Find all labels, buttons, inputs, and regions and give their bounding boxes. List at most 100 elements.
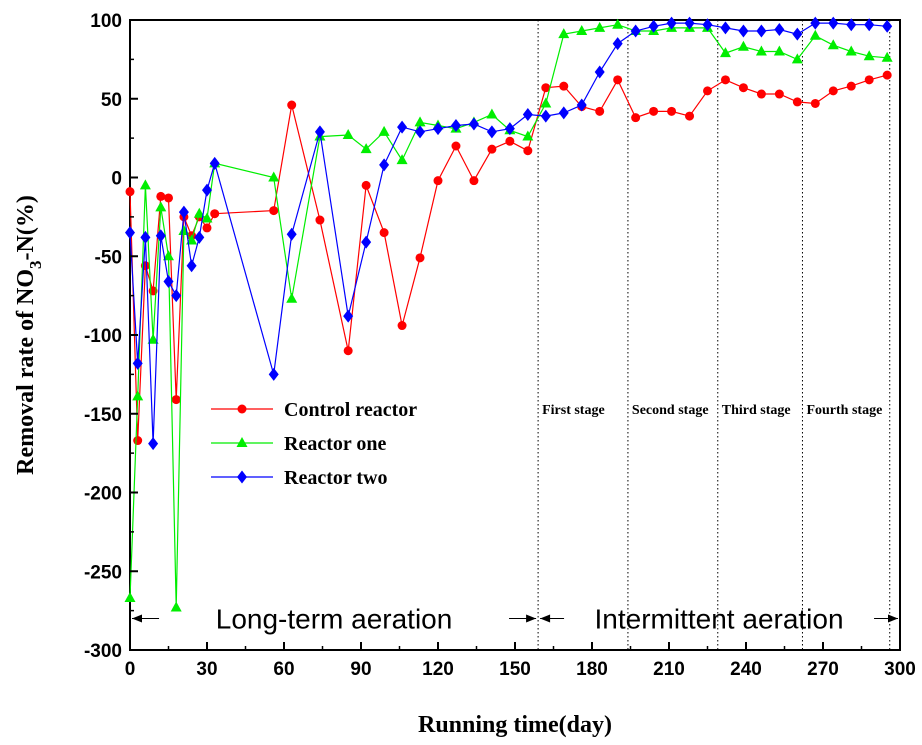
data-point <box>139 179 151 190</box>
data-point <box>613 75 623 85</box>
data-point <box>132 390 144 401</box>
data-point <box>486 125 497 139</box>
data-point <box>863 50 875 61</box>
data-point <box>774 89 784 99</box>
region-label: Long-term aeration <box>216 604 453 635</box>
y-tick-label: -100 <box>84 326 122 347</box>
data-point <box>576 98 587 112</box>
series-layer <box>124 16 893 612</box>
data-point <box>202 183 212 197</box>
data-point <box>360 143 372 154</box>
data-point <box>397 120 408 134</box>
x-tick-label: 90 <box>350 659 371 680</box>
data-point <box>846 81 856 91</box>
data-point <box>361 180 371 190</box>
data-point <box>171 289 182 303</box>
region-arrowhead-right <box>888 614 898 623</box>
x-tick-label: 300 <box>884 659 916 680</box>
data-point <box>133 436 143 446</box>
data-point <box>612 18 624 29</box>
data-point <box>559 81 569 91</box>
axes: 0 30 60 90 120 150 180 210 240 270 300 100 50 0 -50 -10… <box>84 11 916 680</box>
data-point <box>433 176 443 186</box>
legend: Control reactor Reactor one Reactor two <box>211 399 417 489</box>
data-point <box>827 39 839 50</box>
y-tick-label: 0 <box>111 169 122 190</box>
data-point <box>702 18 713 32</box>
data-point <box>163 274 174 288</box>
legend-label: Reactor two <box>284 467 387 489</box>
series-line <box>129 74 888 441</box>
data-point <box>124 592 136 603</box>
data-point <box>755 45 767 56</box>
y-tick-label: 50 <box>101 90 122 111</box>
data-point <box>595 106 605 116</box>
data-point <box>828 86 838 96</box>
data-point <box>269 206 279 216</box>
y-tick-label: -250 <box>84 562 122 583</box>
data-point <box>125 226 135 240</box>
data-point <box>164 193 173 203</box>
data-point <box>163 250 174 261</box>
data-point <box>343 346 353 356</box>
y-axis-title-subscript: 3 <box>26 260 45 269</box>
data-point <box>237 404 247 414</box>
data-point <box>791 53 803 64</box>
data-point <box>343 309 354 323</box>
data-point <box>810 98 820 108</box>
data-point <box>846 18 857 32</box>
y-axis-title-main: Removal rate of NO <box>13 269 39 475</box>
region-label: Intermittent aeration <box>595 604 844 635</box>
data-point <box>147 333 159 344</box>
data-point <box>756 24 767 38</box>
data-point <box>792 97 802 107</box>
x-tick-label: 150 <box>499 659 531 680</box>
data-point <box>379 228 389 238</box>
data-point <box>286 227 297 241</box>
data-point <box>737 40 749 51</box>
y-tick-label: -50 <box>95 247 122 268</box>
data-point <box>738 83 748 93</box>
data-point <box>720 21 731 35</box>
data-point <box>194 230 205 244</box>
data-point <box>756 89 766 99</box>
data-point <box>314 125 325 139</box>
data-point <box>881 51 893 62</box>
data-point <box>594 21 606 32</box>
series-reactor-one <box>124 18 893 612</box>
data-point <box>315 215 325 225</box>
data-point <box>170 601 182 612</box>
data-point <box>468 117 479 131</box>
data-point <box>397 321 407 331</box>
legend-label: Control reactor <box>284 399 417 421</box>
x-tick-label: 210 <box>653 659 685 680</box>
x-tick-label: 0 <box>125 659 136 680</box>
data-point <box>864 75 874 85</box>
series-line <box>129 24 888 608</box>
data-point <box>666 16 677 30</box>
y-tick-label: 100 <box>90 11 122 32</box>
region-arrowhead-left <box>540 614 551 623</box>
x-tick-label: 240 <box>730 659 762 680</box>
plot-area <box>129 19 901 651</box>
data-point <box>171 395 181 405</box>
data-point <box>630 24 641 38</box>
data-point <box>286 292 298 303</box>
data-point <box>342 128 354 139</box>
data-point <box>469 176 479 186</box>
data-point <box>667 106 677 116</box>
legend-item: Reactor one <box>211 433 386 455</box>
stage-label: Second stage <box>632 403 709 418</box>
data-point <box>810 16 821 30</box>
data-point <box>268 171 280 182</box>
data-point <box>287 100 297 110</box>
data-point <box>379 158 390 172</box>
legend-label: Reactor one <box>284 433 386 455</box>
x-tick-label: 270 <box>807 659 839 680</box>
data-point <box>703 86 712 96</box>
data-point <box>684 16 695 30</box>
x-axis-title: Running time(day) <box>418 712 612 738</box>
data-point <box>414 116 426 127</box>
data-point <box>631 113 641 123</box>
